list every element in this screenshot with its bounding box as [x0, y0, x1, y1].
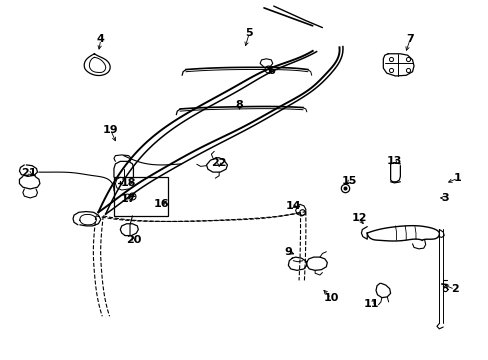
Text: 12: 12	[350, 213, 366, 222]
Text: 19: 19	[102, 125, 118, 135]
Text: 4: 4	[97, 35, 104, 44]
Text: 18: 18	[121, 178, 136, 188]
Text: 5: 5	[245, 28, 253, 38]
Text: 1: 1	[453, 173, 461, 183]
Text: 2: 2	[450, 284, 458, 294]
Text: 6: 6	[267, 66, 275, 76]
Text: 16: 16	[154, 199, 169, 209]
Text: 11: 11	[363, 299, 378, 309]
Text: 17: 17	[121, 194, 136, 204]
Text: 20: 20	[125, 235, 141, 245]
Text: 22: 22	[211, 158, 226, 168]
Text: 13: 13	[386, 156, 402, 166]
Text: 3: 3	[441, 193, 448, 203]
Text: 7: 7	[406, 35, 413, 44]
Text: 8: 8	[235, 100, 243, 110]
Text: 15: 15	[341, 176, 357, 186]
Text: 21: 21	[21, 168, 37, 178]
Text: 10: 10	[323, 293, 338, 303]
Text: 9: 9	[284, 247, 292, 257]
Text: 14: 14	[285, 201, 301, 211]
